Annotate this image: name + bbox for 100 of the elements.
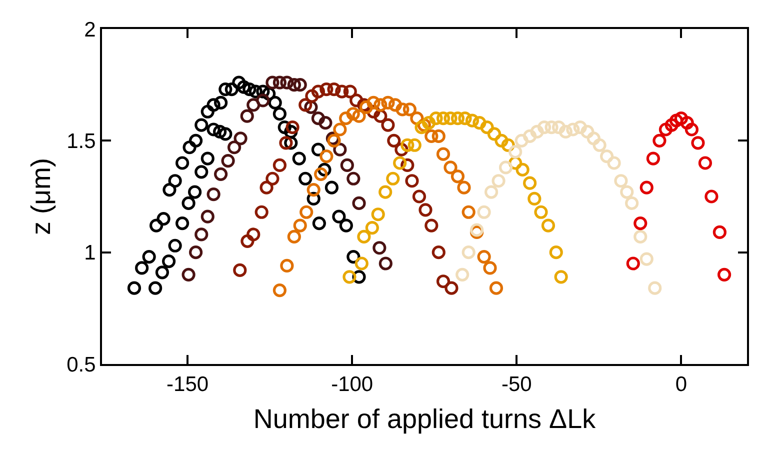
point (402, 102, 416, 116)
point (352, 196, 366, 210)
point (432, 246, 446, 260)
point (528, 192, 542, 206)
point (135, 261, 149, 275)
point (206, 122, 220, 136)
point (470, 223, 484, 237)
point (432, 129, 446, 143)
point (218, 82, 232, 96)
x-tick-label: -50 (501, 373, 532, 396)
point (318, 116, 332, 130)
point (221, 154, 235, 168)
point (444, 160, 458, 174)
point (484, 185, 498, 199)
point (494, 134, 508, 148)
point (381, 118, 395, 132)
point (372, 241, 386, 255)
point (396, 102, 410, 116)
point (287, 230, 301, 244)
y-tick-label: 0.5 (66, 353, 96, 376)
point (523, 129, 537, 143)
point (142, 250, 156, 264)
point (414, 120, 428, 134)
y-tick-label: 1.5 (66, 130, 96, 154)
point (514, 134, 528, 148)
point (200, 104, 214, 118)
x-tick-label: 0 (675, 373, 688, 396)
point (280, 76, 294, 90)
x-tick-label: -100 (331, 373, 374, 396)
point (333, 122, 347, 136)
point (352, 109, 366, 123)
point (342, 270, 356, 284)
point (354, 256, 368, 270)
point (340, 158, 354, 172)
point (246, 98, 260, 112)
point (537, 120, 552, 134)
point (305, 89, 319, 103)
point (272, 76, 286, 90)
point (188, 134, 203, 148)
point (566, 122, 580, 136)
point (279, 136, 293, 150)
point (272, 107, 286, 121)
point (168, 238, 182, 252)
point (332, 210, 346, 224)
point (371, 208, 385, 222)
point (280, 258, 294, 273)
point (626, 256, 640, 270)
point (674, 112, 688, 126)
point (549, 246, 563, 260)
point (387, 134, 401, 148)
point (272, 158, 286, 172)
point (552, 120, 566, 134)
point (429, 112, 443, 126)
point (393, 156, 407, 170)
point (365, 220, 379, 235)
point (162, 183, 176, 197)
point (388, 98, 402, 112)
point (182, 268, 196, 282)
point (412, 190, 426, 204)
x-axis-title: Number of applied turns ΔLk (253, 404, 596, 434)
point (254, 205, 268, 219)
point (150, 218, 164, 232)
point (311, 112, 326, 126)
point (320, 150, 334, 164)
point (293, 218, 307, 232)
point (534, 205, 548, 219)
point (684, 122, 699, 136)
point (188, 246, 203, 260)
point (194, 118, 208, 132)
point (492, 174, 506, 188)
point (652, 134, 666, 148)
point (386, 172, 400, 186)
point (378, 185, 392, 199)
point (614, 174, 628, 188)
point (487, 127, 502, 141)
point (450, 170, 465, 184)
point (477, 250, 491, 264)
point (127, 281, 142, 295)
point (240, 109, 254, 123)
point (580, 124, 594, 139)
point (712, 225, 726, 240)
point (480, 120, 494, 134)
point (634, 216, 648, 230)
y-tick-label: 2 (84, 18, 96, 42)
point (200, 210, 214, 224)
point (378, 256, 392, 270)
point (450, 112, 465, 126)
point (292, 152, 306, 166)
point (148, 281, 162, 295)
point (218, 127, 232, 141)
point (155, 266, 170, 280)
point (424, 218, 438, 232)
point (194, 228, 208, 242)
point (200, 152, 214, 166)
point (240, 234, 254, 248)
point (586, 132, 600, 146)
point (669, 114, 684, 128)
point (620, 185, 634, 199)
point (472, 116, 486, 130)
point (242, 82, 256, 96)
